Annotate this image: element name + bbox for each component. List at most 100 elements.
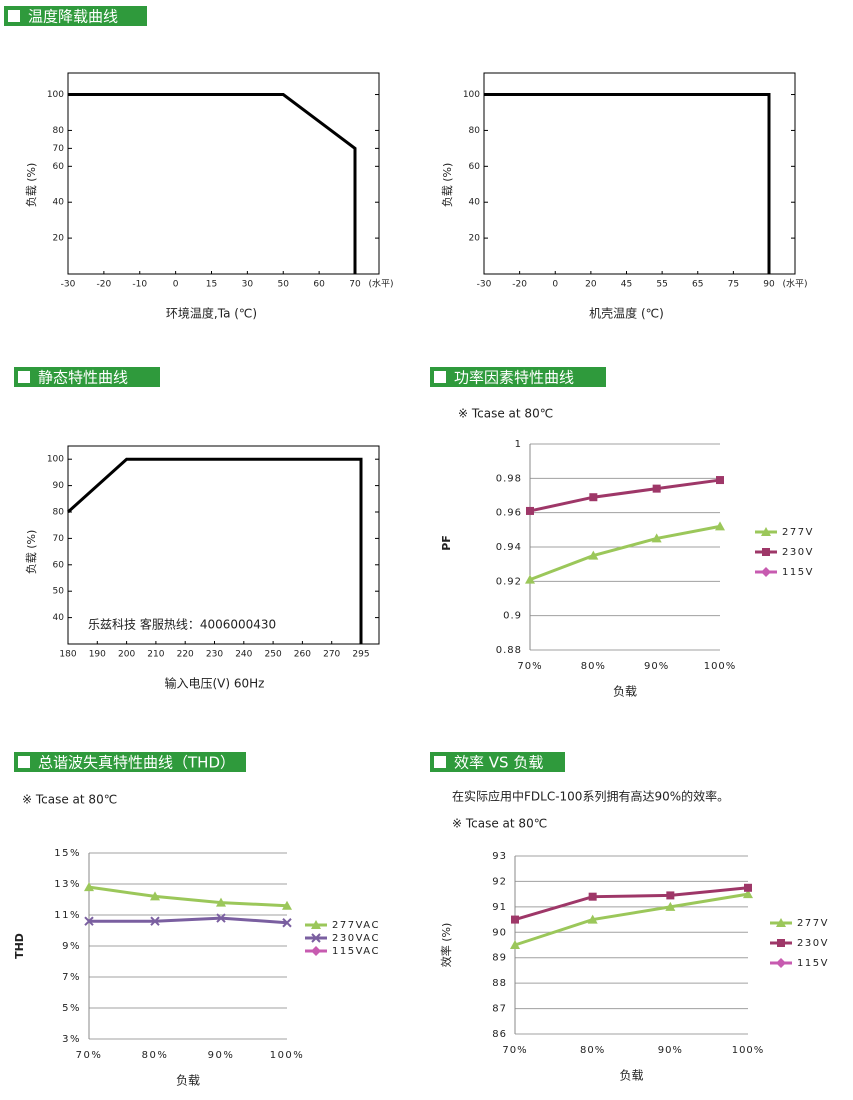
y-axis-label: 负载 (%) bbox=[24, 163, 38, 208]
x-axis-label: 负载 bbox=[176, 1074, 200, 1088]
x-unit: (水平) bbox=[368, 278, 393, 290]
derating-line bbox=[484, 93, 771, 274]
y-tick-label: 60 bbox=[469, 162, 481, 172]
series-line bbox=[89, 916, 288, 925]
section-title: 静态特性曲线 bbox=[38, 369, 128, 387]
marker bbox=[715, 521, 725, 531]
marker bbox=[716, 476, 724, 485]
y-tick-label: 100 bbox=[47, 455, 64, 465]
y-tick-label: 80 bbox=[53, 508, 65, 518]
x-axis-label: 机壳温度 (℃) bbox=[589, 306, 664, 321]
x-tick-label: 90 bbox=[763, 280, 775, 290]
x-tick-label: 210 bbox=[147, 650, 164, 660]
x-tick-label: 295 bbox=[352, 650, 369, 660]
marker bbox=[510, 940, 520, 949]
y-tick-label: 100 bbox=[463, 90, 480, 100]
y-tick-label: 60 bbox=[53, 560, 65, 570]
marker bbox=[311, 946, 321, 956]
header-icon bbox=[18, 756, 30, 768]
legend-label: 230V bbox=[797, 938, 829, 949]
marker bbox=[777, 939, 785, 947]
y-tick-label: 86 bbox=[492, 1029, 507, 1040]
y-tick-label: 89 bbox=[492, 953, 507, 964]
section-title: 功率因素特性曲线 bbox=[454, 369, 574, 387]
x-tick-label: 65 bbox=[692, 280, 703, 290]
x-tick-label: 260 bbox=[294, 650, 311, 660]
x-tick-label: 70% bbox=[76, 1050, 103, 1061]
x-tick-label: -10 bbox=[132, 280, 147, 290]
y-tick-label: 90 bbox=[53, 481, 65, 491]
y-tick-label: 3% bbox=[62, 1034, 81, 1045]
y-tick-label: 0.88 bbox=[496, 645, 522, 656]
x-axis-label: 负载 bbox=[619, 1069, 643, 1083]
marker bbox=[652, 484, 661, 493]
legend-label: 230V bbox=[782, 547, 814, 558]
x-tick-label: 90% bbox=[644, 661, 669, 672]
marker bbox=[282, 900, 292, 910]
y-tick-label: 13% bbox=[54, 879, 81, 890]
y-tick-label: 5% bbox=[62, 1003, 81, 1014]
description: 在实际应用中FDLC-100系列拥有高达90%的效率。 bbox=[452, 789, 729, 804]
x-tick-label: 80% bbox=[581, 661, 606, 672]
y-tick-label: 0.94 bbox=[496, 542, 522, 553]
x-axis-label: 负载 bbox=[613, 685, 637, 699]
marker bbox=[216, 913, 226, 923]
x-tick-label: -30 bbox=[61, 280, 76, 290]
y-axis-label: PF bbox=[440, 535, 453, 551]
section-header bbox=[430, 752, 565, 772]
series-line bbox=[529, 524, 721, 582]
annotation: 乐兹科技 客服热线：4006000430 bbox=[88, 617, 276, 632]
y-axis-label: 负载 (%) bbox=[440, 163, 454, 208]
series-line bbox=[514, 886, 749, 922]
x-tick-label: -30 bbox=[477, 280, 492, 290]
section-header bbox=[14, 752, 246, 772]
marker bbox=[744, 883, 752, 892]
derating-line bbox=[66, 457, 363, 644]
section-header bbox=[14, 367, 160, 387]
marker bbox=[743, 889, 753, 899]
marker bbox=[150, 891, 160, 901]
x-tick-label: -20 bbox=[97, 280, 112, 290]
series-line bbox=[514, 892, 749, 947]
series-line bbox=[88, 885, 288, 908]
y-tick-label: 0.92 bbox=[496, 576, 522, 587]
section-header bbox=[430, 367, 606, 387]
y-axis-label: 负载 (%) bbox=[24, 530, 38, 575]
marker bbox=[511, 915, 519, 924]
legend-label: 230VAC bbox=[332, 933, 380, 944]
marker bbox=[762, 548, 770, 556]
marker bbox=[776, 918, 786, 927]
marker bbox=[665, 901, 676, 911]
y-tick-label: 40 bbox=[469, 198, 481, 208]
y-tick-label: 40 bbox=[53, 198, 65, 208]
legend-label: 277VAC bbox=[332, 920, 380, 931]
marker bbox=[587, 914, 598, 924]
x-tick-label: 70% bbox=[502, 1045, 527, 1056]
x-tick-label: 45 bbox=[621, 280, 632, 290]
marker bbox=[776, 958, 786, 968]
marker bbox=[84, 882, 94, 892]
marker bbox=[311, 920, 321, 929]
note: ※ Tcase at 80℃ bbox=[22, 793, 117, 807]
y-tick-label: 0.96 bbox=[496, 508, 522, 519]
y-tick-label: 15% bbox=[54, 848, 81, 859]
y-axis-label: THD bbox=[13, 933, 26, 959]
x-tick-label: 70% bbox=[517, 661, 542, 672]
header-icon bbox=[434, 371, 446, 383]
marker bbox=[282, 918, 292, 928]
y-tick-label: 60 bbox=[53, 162, 65, 172]
y-tick-label: 93 bbox=[492, 851, 507, 862]
section-title: 温度降载曲线 bbox=[28, 8, 118, 26]
x-tick-label: 80% bbox=[142, 1050, 169, 1061]
y-tick-label: 1 bbox=[515, 439, 522, 450]
x-tick-label: 0 bbox=[552, 280, 558, 290]
y-tick-label: 50 bbox=[53, 587, 65, 597]
series-line bbox=[529, 478, 721, 513]
legend-label: 115V bbox=[782, 567, 814, 578]
plot-frame bbox=[67, 445, 380, 645]
section-title: 效率 VS 负载 bbox=[454, 754, 543, 772]
x-tick-label: 90% bbox=[658, 1045, 683, 1056]
marker bbox=[526, 506, 534, 515]
y-tick-label: 80 bbox=[53, 126, 65, 136]
